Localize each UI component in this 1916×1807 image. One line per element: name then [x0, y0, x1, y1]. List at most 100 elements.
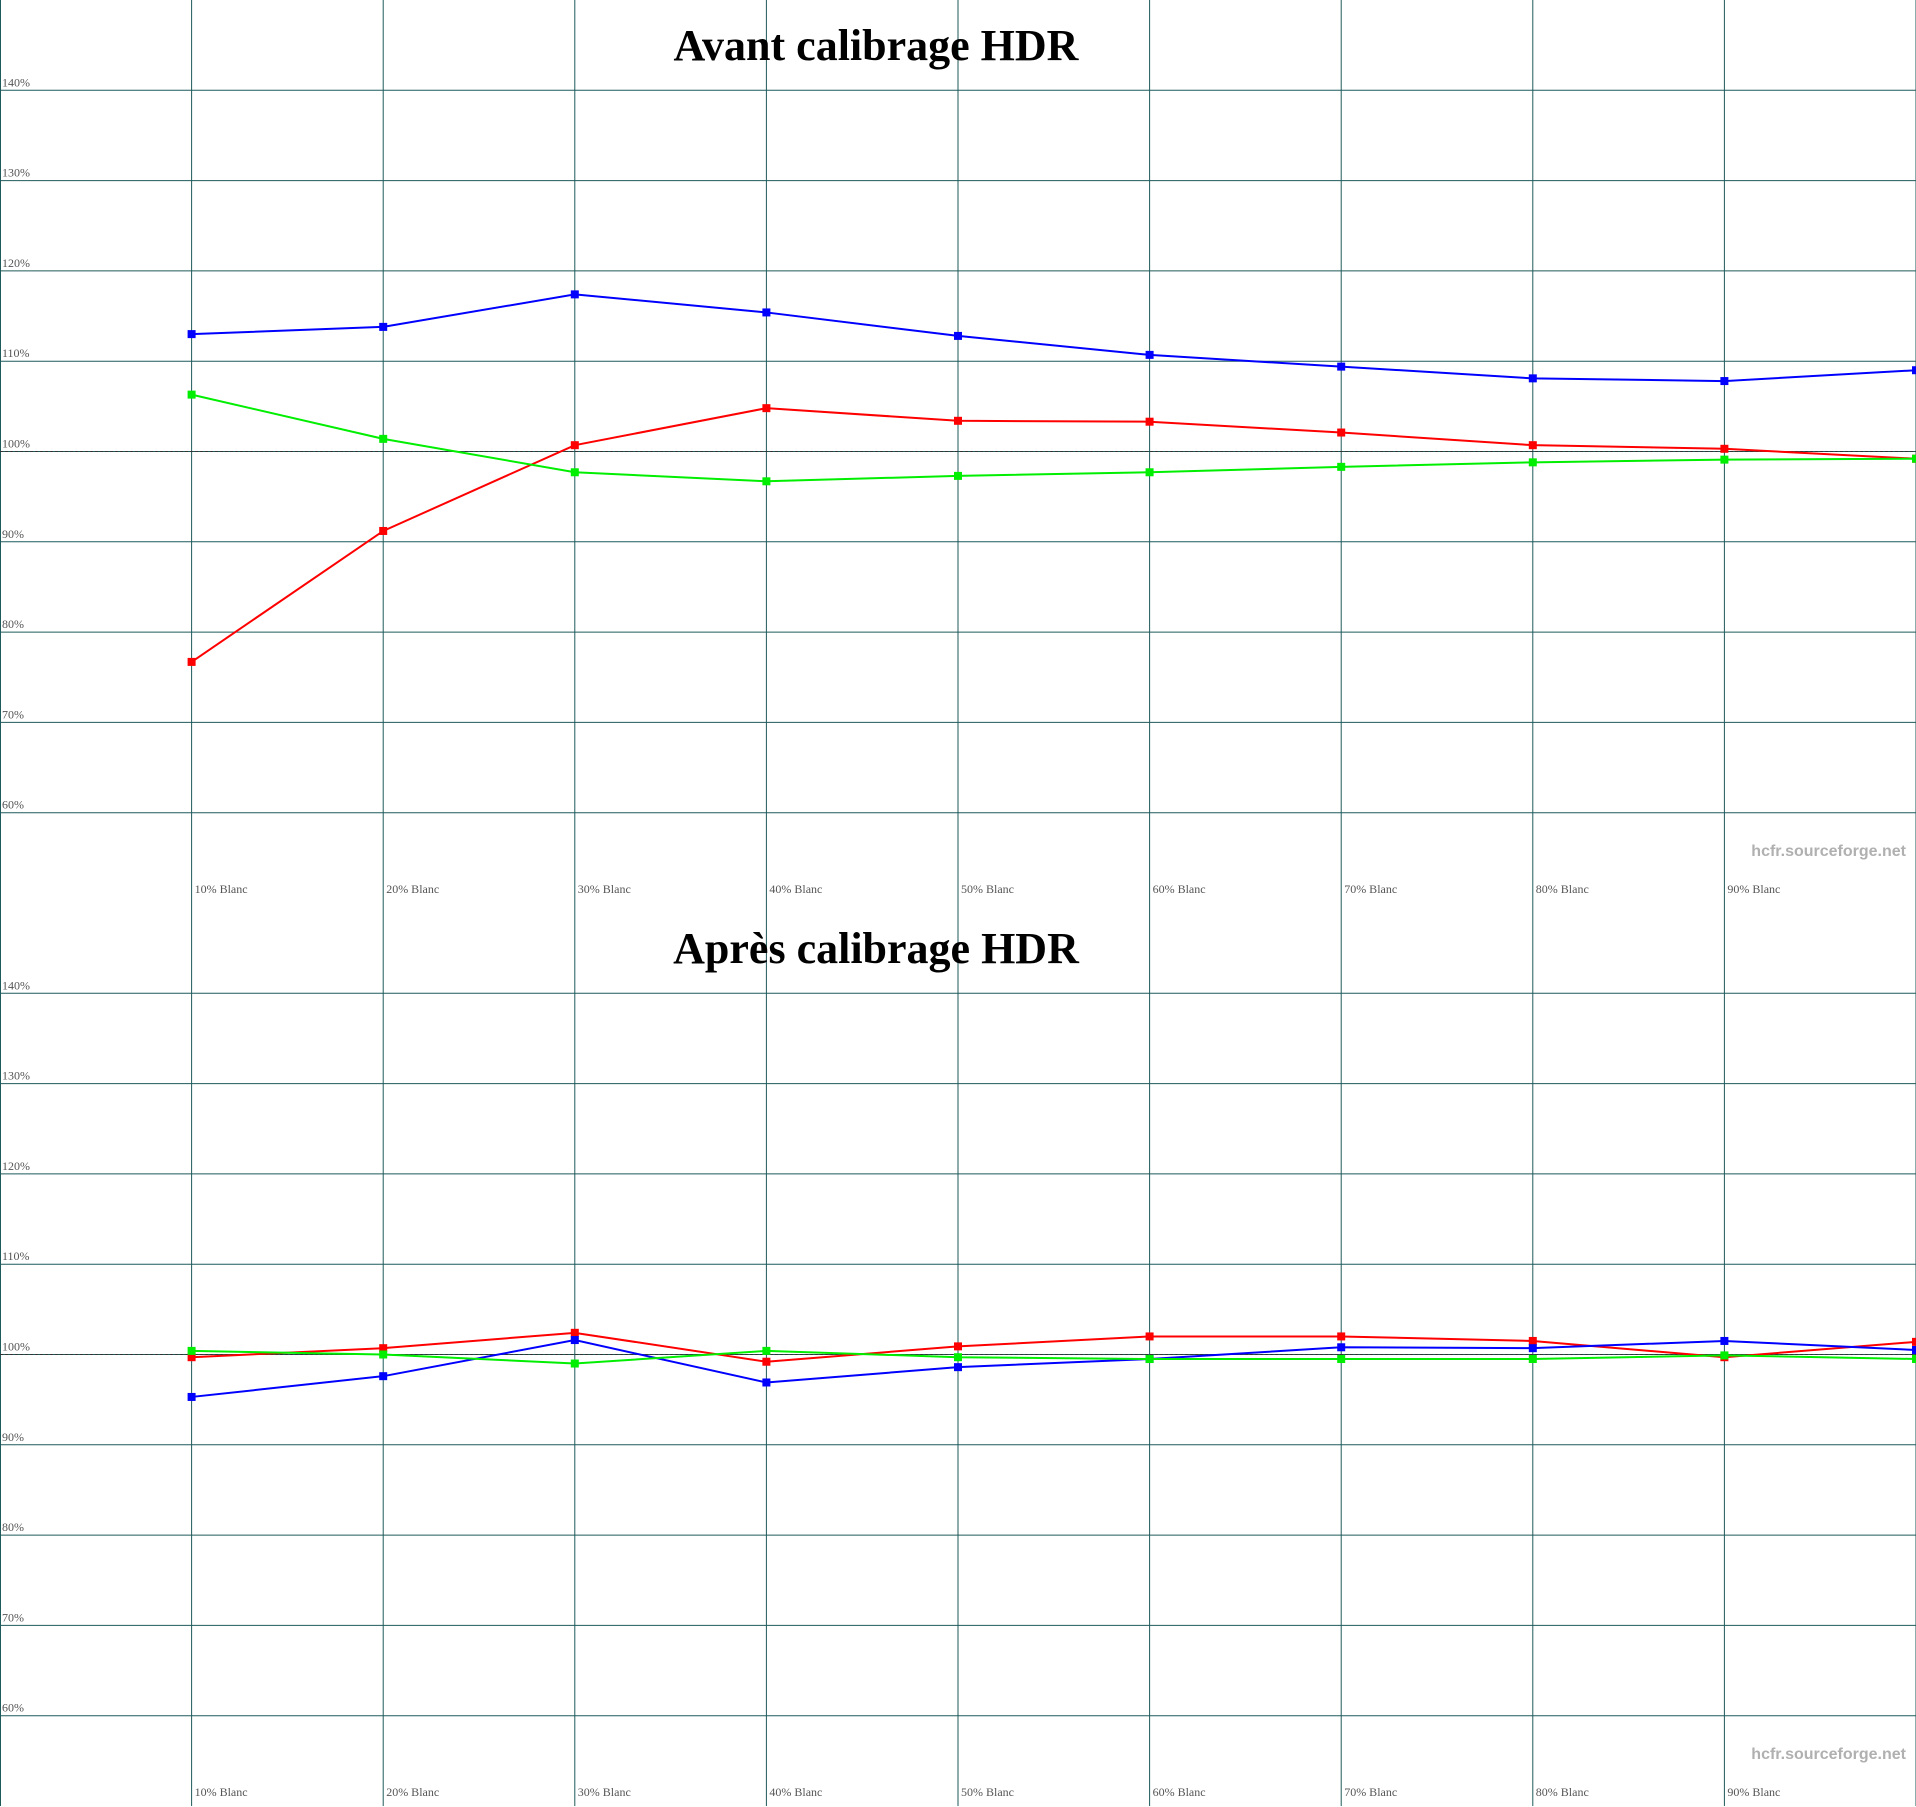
- y-tick-label: 90%: [2, 1430, 24, 1444]
- x-tick-label: 50% Blanc: [961, 882, 1014, 896]
- series-line: [191, 407, 1916, 663]
- point: [1912, 1337, 1916, 1346]
- x-tick-label: 80% Blanc: [1536, 1785, 1589, 1799]
- x-tick-label: 40% Blanc: [769, 1785, 822, 1799]
- point: [1528, 1355, 1537, 1364]
- series-line: [191, 293, 1916, 383]
- point: [1912, 454, 1916, 463]
- x-tick-label: 50% Blanc: [961, 1785, 1014, 1799]
- point: [1720, 444, 1729, 453]
- point: [187, 1353, 196, 1362]
- point: [954, 1363, 962, 1372]
- point: [570, 441, 579, 450]
- point: [1912, 1355, 1916, 1364]
- point: [1720, 1351, 1729, 1360]
- point: [1145, 350, 1154, 359]
- x-tick-label: 60% Blanc: [1153, 882, 1206, 896]
- point: [379, 1372, 388, 1381]
- y-tick-label: 140%: [2, 75, 30, 89]
- y-tick-label: 90%: [2, 527, 24, 541]
- chart-title: Après calibrage HDR: [673, 924, 1080, 973]
- x-tick-label: 30% Blanc: [578, 1785, 631, 1799]
- point: [1720, 1336, 1729, 1345]
- point: [1337, 462, 1346, 471]
- point: [379, 434, 388, 443]
- point: [570, 468, 579, 477]
- series-line: [191, 1349, 1916, 1365]
- point: [1337, 1355, 1346, 1364]
- y-tick-label: 60%: [2, 1701, 24, 1715]
- point: [187, 1392, 196, 1401]
- point: [1528, 458, 1537, 467]
- point: [570, 1336, 579, 1345]
- x-tick-label: 70% Blanc: [1344, 882, 1397, 896]
- x-tick-label: 10% Blanc: [195, 1785, 248, 1799]
- point: [379, 1350, 388, 1359]
- point: [954, 471, 962, 480]
- x-tick-label: 30% Blanc: [578, 882, 631, 896]
- y-tick-label: 60%: [2, 798, 24, 812]
- point: [762, 308, 771, 317]
- series-line: [191, 393, 1916, 483]
- point: [1528, 374, 1537, 383]
- point: [1337, 1332, 1346, 1341]
- point: [762, 1357, 771, 1366]
- point: [1720, 455, 1729, 464]
- point: [954, 1353, 962, 1362]
- y-tick-label: 100%: [2, 437, 30, 451]
- x-tick-label: 40% Blanc: [769, 882, 822, 896]
- point: [1145, 1332, 1154, 1341]
- point: [570, 1328, 579, 1337]
- x-tick-label: 20% Blanc: [386, 882, 439, 896]
- y-tick-label: 70%: [2, 707, 24, 721]
- point: [1145, 468, 1154, 477]
- point: [954, 1342, 962, 1351]
- y-tick-label: 100%: [2, 1340, 30, 1354]
- point: [1145, 1355, 1154, 1364]
- x-tick-label: 10% Blanc: [195, 882, 248, 896]
- x-tick-label: 20% Blanc: [386, 1785, 439, 1799]
- watermark: hcfr.sourceforge.net: [1751, 1746, 1906, 1763]
- y-tick-label: 110%: [2, 1249, 30, 1263]
- chart-title: Avant calibrage HDR: [674, 21, 1080, 70]
- point: [762, 1346, 771, 1355]
- point: [1528, 441, 1537, 450]
- point: [1528, 1336, 1537, 1345]
- y-tick-label: 130%: [2, 166, 30, 180]
- x-tick-label: 80% Blanc: [1536, 882, 1589, 896]
- point: [762, 404, 771, 413]
- y-tick-label: 130%: [2, 1069, 30, 1083]
- series-line: [191, 1331, 1916, 1363]
- point: [954, 331, 962, 340]
- point: [1720, 377, 1729, 386]
- point: [762, 477, 771, 486]
- point: [1912, 1345, 1916, 1354]
- point: [1528, 1344, 1537, 1353]
- point: [762, 1378, 771, 1387]
- y-tick-label: 80%: [2, 617, 24, 631]
- y-tick-label: 110%: [2, 346, 30, 360]
- y-tick-label: 120%: [2, 1159, 30, 1173]
- x-tick-label: 60% Blanc: [1153, 1785, 1206, 1799]
- point: [1912, 366, 1916, 375]
- point: [187, 390, 196, 399]
- x-tick-label: 70% Blanc: [1344, 1785, 1397, 1799]
- point: [1337, 428, 1346, 437]
- point: [187, 1346, 196, 1355]
- y-tick-label: 70%: [2, 1610, 24, 1624]
- point: [570, 290, 579, 299]
- point: [1337, 1343, 1346, 1352]
- point: [1337, 362, 1346, 371]
- point: [379, 322, 388, 331]
- point: [187, 657, 196, 666]
- y-tick-label: 120%: [2, 256, 30, 270]
- chart: 10% Blanc 20% Blanc 30% Blanc 40% Blanc 50% …: [0, 903, 1916, 1806]
- chart: 10% Blanc 20% Blanc 30% Blanc 40% Blanc 50% …: [0, 0, 1916, 903]
- point: [379, 1344, 388, 1353]
- y-tick-label: 80%: [2, 1520, 24, 1534]
- x-tick-label: 90% Blanc: [1727, 882, 1780, 896]
- watermark: hcfr.sourceforge.net: [1751, 843, 1906, 860]
- point: [187, 330, 196, 339]
- point: [1145, 417, 1154, 426]
